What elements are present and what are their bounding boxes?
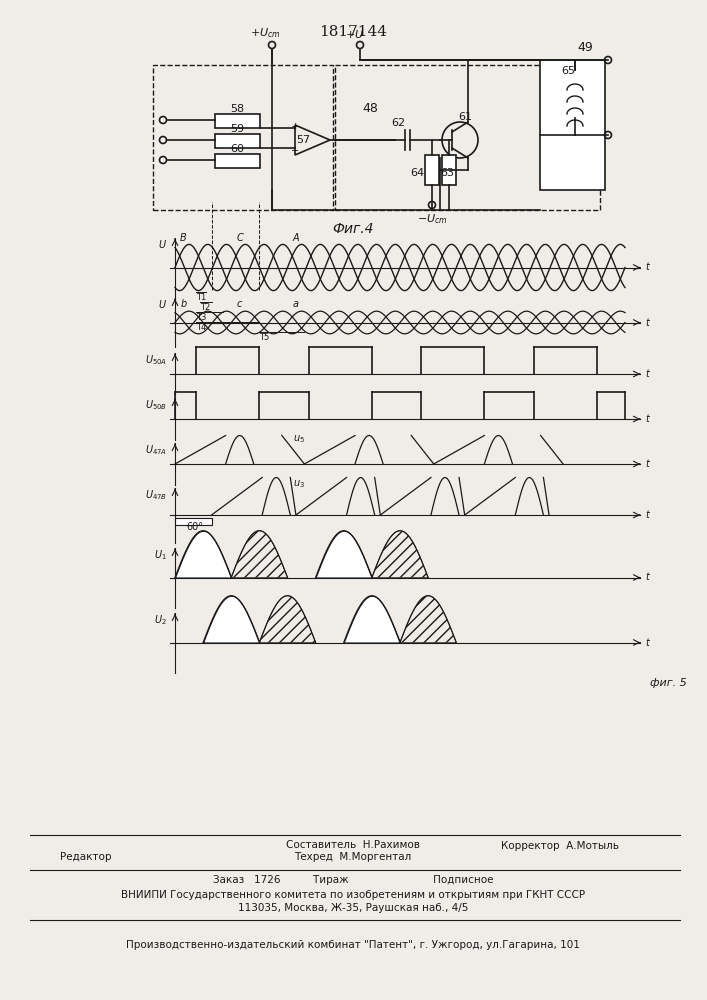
Text: $U_{50B}$: $U_{50B}$ bbox=[145, 398, 167, 412]
Text: T2: T2 bbox=[200, 303, 211, 312]
Text: 60: 60 bbox=[230, 144, 244, 154]
Text: $+U$: $+U$ bbox=[346, 28, 365, 40]
Text: 65: 65 bbox=[561, 66, 575, 76]
Text: 60°: 60° bbox=[186, 522, 203, 532]
Text: −: − bbox=[291, 146, 299, 156]
Text: $U_{47A}$: $U_{47A}$ bbox=[145, 443, 167, 457]
Text: T3: T3 bbox=[197, 313, 206, 322]
Text: 1817144: 1817144 bbox=[319, 25, 387, 39]
Bar bbox=[215, 134, 260, 148]
Text: t: t bbox=[645, 369, 649, 379]
Bar bbox=[215, 114, 260, 128]
Text: 63: 63 bbox=[440, 168, 454, 178]
Text: Производственно-издательский комбинат "Патент", г. Ужгород, ул.Гагарина, 101: Производственно-издательский комбинат "П… bbox=[126, 940, 580, 950]
Text: t: t bbox=[645, 510, 649, 520]
Text: $u_5$: $u_5$ bbox=[293, 433, 305, 445]
Bar bbox=[442, 155, 456, 185]
Text: Корректор  А.Мотыль: Корректор А.Мотыль bbox=[501, 841, 619, 851]
Bar bbox=[425, 155, 439, 185]
Bar bbox=[175, 518, 211, 525]
Text: t: t bbox=[645, 638, 649, 648]
Text: $+U_{cm}$: $+U_{cm}$ bbox=[250, 26, 281, 40]
Text: 113035, Москва, Ж-35, Раушская наб., 4/5: 113035, Москва, Ж-35, Раушская наб., 4/5 bbox=[238, 903, 468, 913]
Text: 48: 48 bbox=[362, 102, 378, 114]
Text: t: t bbox=[645, 414, 649, 424]
Text: 62: 62 bbox=[391, 118, 405, 128]
Text: T5: T5 bbox=[259, 333, 269, 342]
Text: 57: 57 bbox=[296, 135, 310, 145]
Text: 49: 49 bbox=[577, 41, 593, 54]
Text: A: A bbox=[293, 233, 299, 243]
Bar bbox=[153, 65, 333, 210]
Text: T1: T1 bbox=[197, 293, 206, 302]
Text: a: a bbox=[293, 299, 299, 309]
Text: Заказ   1726          Тираж                          Подписное: Заказ 1726 Тираж Подписное bbox=[213, 875, 493, 885]
Text: +: + bbox=[291, 122, 300, 132]
Text: $-U_{cm}$: $-U_{cm}$ bbox=[416, 212, 448, 226]
Text: b: b bbox=[180, 299, 187, 309]
Text: t: t bbox=[645, 262, 649, 272]
Text: $U_2$: $U_2$ bbox=[154, 613, 167, 627]
Text: t: t bbox=[645, 459, 649, 469]
Text: 61: 61 bbox=[458, 112, 472, 122]
Text: 64: 64 bbox=[410, 168, 424, 178]
Bar bbox=[335, 65, 600, 210]
Text: B: B bbox=[180, 233, 187, 243]
Text: Редактор: Редактор bbox=[60, 852, 112, 862]
Text: $U_{50A}$: $U_{50A}$ bbox=[145, 353, 167, 367]
Text: $u_3$: $u_3$ bbox=[293, 478, 305, 490]
Text: $U$: $U$ bbox=[158, 298, 167, 310]
Text: t: t bbox=[645, 318, 649, 328]
Text: t: t bbox=[645, 572, 649, 582]
Text: c: c bbox=[237, 299, 243, 309]
Bar bbox=[540, 60, 605, 190]
Text: $U_1$: $U_1$ bbox=[154, 548, 167, 562]
Text: ВНИИПИ Государственного комитета по изобретениям и открытиям при ГКНТ СССР: ВНИИПИ Государственного комитета по изоб… bbox=[121, 890, 585, 900]
Text: $U$: $U$ bbox=[158, 238, 167, 250]
Text: фиг. 5: фиг. 5 bbox=[650, 678, 686, 688]
Text: Фиг.4: Фиг.4 bbox=[332, 222, 374, 236]
Text: 59: 59 bbox=[230, 124, 244, 134]
Text: $U_{47B}$: $U_{47B}$ bbox=[145, 488, 167, 502]
Bar bbox=[215, 154, 260, 168]
Text: 58: 58 bbox=[230, 104, 244, 114]
Text: Техред  М.Моргентал: Техред М.Моргентал bbox=[294, 852, 411, 862]
Text: T4: T4 bbox=[197, 323, 206, 332]
Text: Составитель  Н.Рахимов: Составитель Н.Рахимов bbox=[286, 840, 420, 850]
Text: C: C bbox=[236, 233, 243, 243]
